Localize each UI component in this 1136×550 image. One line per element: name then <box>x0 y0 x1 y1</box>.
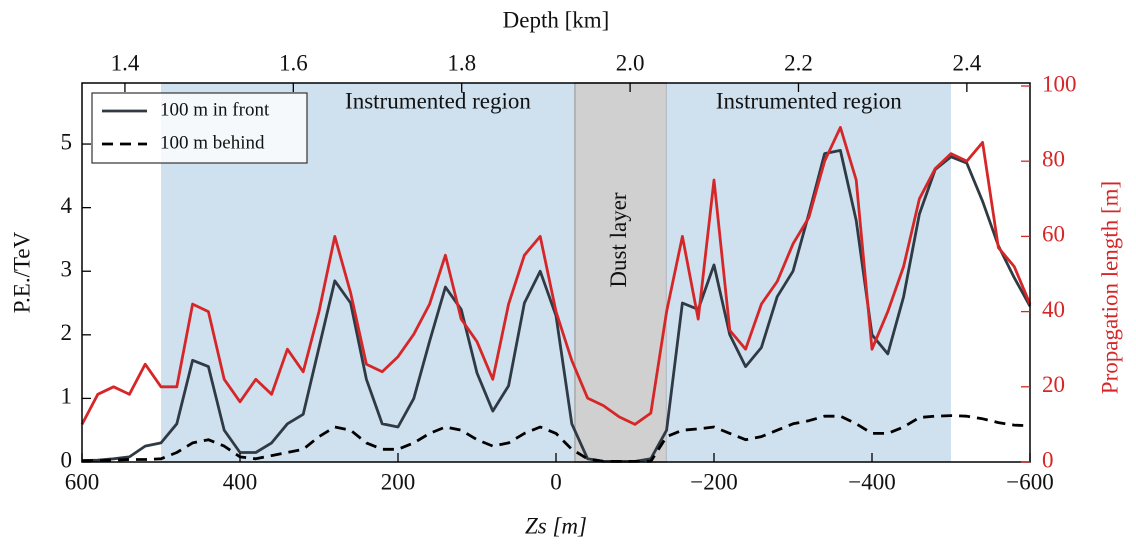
series-line <box>80 126 1032 426</box>
x-tick-label: −600 <box>1006 469 1053 494</box>
y2-axis-label: Propagation length [m] <box>1097 181 1122 394</box>
y2-tick-label: 40 <box>1042 297 1065 322</box>
top-tick-label: 2.4 <box>952 50 981 75</box>
legend-label: 100 m behind <box>160 132 265 153</box>
x-tick-label: −400 <box>848 469 895 494</box>
top-tick-label: 1.6 <box>279 50 308 75</box>
x-tick-label: 400 <box>223 469 258 494</box>
y-tick-label: 1 <box>61 384 73 409</box>
y2-tick-label: 60 <box>1042 222 1065 247</box>
top-axis-label: Depth [km] <box>503 7 610 32</box>
x-tick-label: −200 <box>690 469 737 494</box>
regions: Instrumented region Dust layer Instrumente… <box>161 82 951 463</box>
region <box>666 83 951 462</box>
y2-tick-label: 20 <box>1042 372 1065 397</box>
x-axis-label: Zs [m] <box>525 513 587 538</box>
x-tick-label: 200 <box>381 469 416 494</box>
y-axis-label: P.E./TeV <box>9 231 34 313</box>
top-tick-label: 1.4 <box>111 50 140 75</box>
region-label: Dust layer <box>606 192 631 288</box>
y-tick-label: 3 <box>61 257 73 282</box>
x-tick-label: 600 <box>65 469 100 494</box>
top-tick-label: 2.2 <box>784 50 813 75</box>
legend-box <box>91 92 308 164</box>
region-label: Instrumented region <box>345 88 531 113</box>
top-tick-label: 2.0 <box>616 50 645 75</box>
y2-tick-label: 80 <box>1042 146 1065 171</box>
top-tick-label: 1.8 <box>447 50 476 75</box>
region-label: Instrumented region <box>716 88 902 113</box>
y-tick-label: 4 <box>61 193 73 218</box>
y2-tick-label: 100 <box>1042 71 1077 96</box>
y-tick-label: 5 <box>61 129 73 154</box>
y-tick-label: 0 <box>61 447 73 472</box>
y2-tick-label: 0 <box>1042 447 1054 472</box>
legend-label: 100 m in front <box>160 99 270 120</box>
x-tick-label: 0 <box>550 469 562 494</box>
y-tick-label: 2 <box>61 320 73 345</box>
